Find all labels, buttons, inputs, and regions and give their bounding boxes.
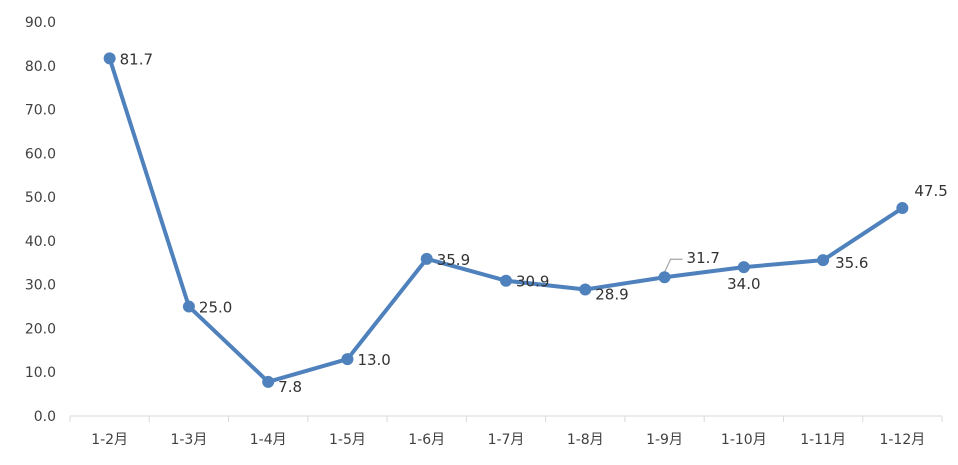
y-tick-label: 10.0	[25, 365, 56, 381]
x-tick-label: 1-5月	[329, 432, 366, 448]
y-tick-label: 20.0	[25, 321, 56, 337]
data-points	[103, 52, 909, 388]
y-axis-ticks: 0.0 10.0 20.0 30.0 40.0 50.0 60.0 70.0 80.0 90.0	[25, 15, 56, 425]
data-point	[737, 261, 750, 274]
x-tick-label: 1-6月	[408, 432, 445, 448]
y-tick-label: 50.0	[25, 190, 56, 206]
series-line	[107, 56, 905, 384]
data-point	[420, 252, 433, 265]
data-label: 7.8	[278, 378, 302, 396]
data-label: 34.0	[727, 275, 760, 293]
y-tick-label: 0.0	[34, 409, 56, 425]
y-tick-label: 40.0	[25, 234, 56, 250]
x-axis-ticks: 1-2月 1-3月 1-4月 1-5月 1-6月 1-7月 1-8月 1-9月 1-10月 1-1…	[69, 416, 943, 448]
x-tick-label: 1-8月	[567, 432, 604, 448]
x-tick-label: 1-11月	[800, 432, 846, 448]
data-point	[817, 254, 830, 267]
y-tick-label: 60.0	[25, 146, 56, 162]
data-label: 25.0	[199, 299, 232, 317]
y-tick-label: 90.0	[25, 15, 56, 31]
data-point	[262, 375, 275, 388]
data-label: 28.9	[595, 285, 628, 303]
x-tick-label: 1-12月	[879, 432, 925, 448]
data-label: 47.5	[914, 182, 947, 200]
data-point	[896, 202, 909, 215]
data-point	[658, 271, 671, 284]
x-tick-label: 1-2月	[91, 432, 128, 448]
data-point	[182, 300, 195, 313]
y-tick-label: 80.0	[25, 59, 56, 75]
data-point	[103, 52, 116, 65]
data-point	[500, 274, 512, 287]
data-label: 13.0	[357, 351, 390, 369]
data-label: 81.7	[120, 50, 153, 68]
label-leader-lines	[664, 258, 683, 273]
x-tick-label: 1-4月	[250, 432, 287, 448]
data-labels: 81.7 25.0 7.8 13.0 35.9 30.9 28.9 31.7 34.0 35.6 4…	[120, 50, 948, 396]
label-leader-line	[664, 258, 683, 273]
y-tick-label: 70.0	[25, 103, 56, 119]
y-tick-label: 30.0	[25, 278, 56, 294]
data-label: 35.9	[437, 251, 470, 269]
x-tick-label: 1-9月	[646, 432, 683, 448]
x-tick-label: 1-7月	[488, 432, 525, 448]
data-label: 31.7	[687, 249, 720, 267]
x-tick-label: 1-3月	[170, 432, 207, 448]
data-label: 35.6	[835, 254, 868, 272]
data-point	[579, 283, 592, 296]
data-label: 30.9	[516, 273, 549, 291]
x-tick-label: 1-10月	[721, 432, 767, 448]
data-point	[341, 353, 354, 366]
